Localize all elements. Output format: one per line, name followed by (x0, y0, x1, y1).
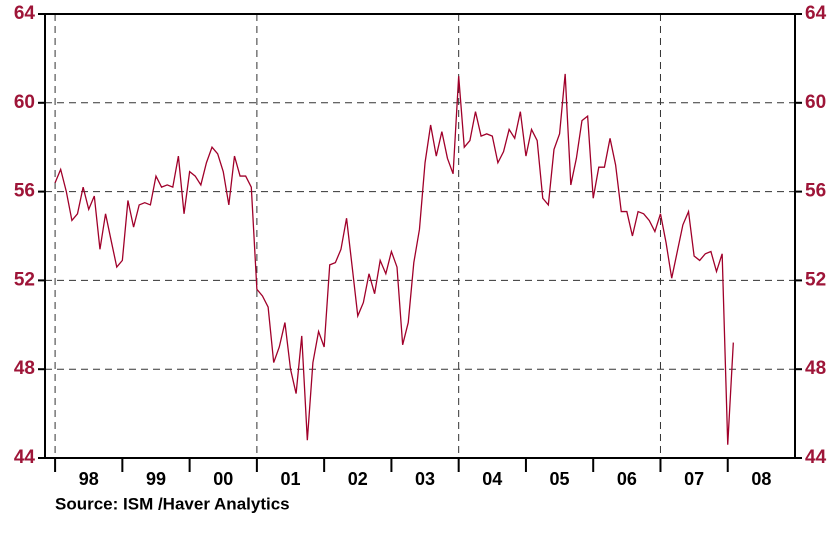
x-tick-label: 08 (751, 469, 771, 489)
y-tick-label: 60 (14, 92, 35, 113)
x-tick-label: 06 (617, 469, 637, 489)
source-note: Source: ISM /Haver Analytics (55, 494, 290, 513)
x-tick-label: 03 (415, 469, 435, 489)
x-tick-label: 98 (79, 469, 99, 489)
x-tick-label: 00 (213, 469, 233, 489)
y2-tick-label: 64 (805, 3, 827, 24)
x-tick-label: 02 (348, 469, 368, 489)
plot-frame (44, 13, 796, 459)
y2-tick-label: 44 (805, 447, 827, 468)
x-tick-label: 07 (684, 469, 704, 489)
y2-tick-label: 56 (805, 181, 826, 202)
y-tick-label: 56 (14, 181, 35, 202)
y2-tick-label: 60 (805, 92, 826, 113)
x-tick-label: 99 (146, 469, 166, 489)
y-tick-label: 48 (14, 358, 35, 379)
y-tick-label: 52 (14, 269, 35, 290)
x-tick-label: 01 (281, 469, 301, 489)
y-tick-label: 64 (14, 3, 36, 24)
x-tick-label: 05 (550, 469, 570, 489)
y2-tick-label: 52 (805, 269, 826, 290)
data-line (54, 73, 734, 445)
y-tick-label: 44 (14, 447, 36, 468)
y2-tick-label: 48 (805, 358, 826, 379)
x-tick-label: 04 (482, 469, 502, 489)
